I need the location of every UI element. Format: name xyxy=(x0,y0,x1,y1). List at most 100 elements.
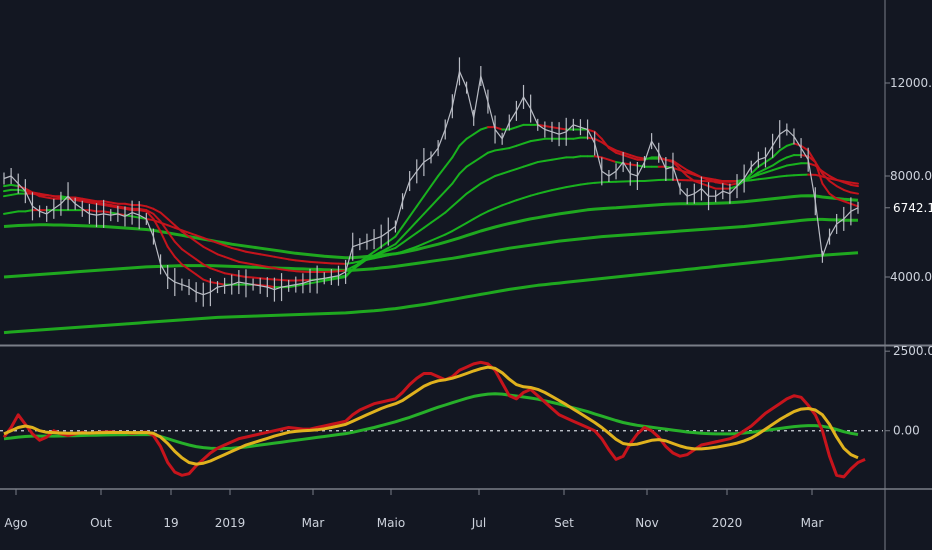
ribbon-ma-2-segment xyxy=(74,197,84,201)
ribbon-ma-2-segment xyxy=(657,157,667,161)
ribbon-ma-2-segment xyxy=(529,138,539,143)
ribbon-ma-2-segment xyxy=(59,196,70,200)
ribbon-ma-1-segment xyxy=(444,156,454,168)
ribbon-ma-3-segment xyxy=(821,170,831,177)
ribbon-ma-4-segment xyxy=(750,178,760,182)
ribbon-ma-2-segment xyxy=(828,180,838,188)
ribbon-ma-4-segment xyxy=(494,204,504,210)
ribbon-ma-1-segment xyxy=(607,147,618,154)
ribbon-ma-4-segment xyxy=(501,201,511,207)
oscillator-pane[interactable] xyxy=(0,360,883,479)
time-axis-tick-label: 2019 xyxy=(215,516,246,530)
ribbon-ma-1-segment xyxy=(472,128,482,136)
ribbon-ma-2-segment xyxy=(195,258,205,266)
ribbon-ma-2-segment xyxy=(259,277,269,281)
ribbon-ma-1-segment xyxy=(515,123,525,129)
time-axis-tick-label: 19 xyxy=(163,516,178,530)
ribbon-ma-1-segment xyxy=(330,277,340,281)
ribbon-ma-4-segment xyxy=(550,187,561,192)
ribbon-ma-4-segment xyxy=(252,252,262,256)
ribbon-ma-3-segment xyxy=(686,171,696,176)
ribbon-ma-2-segment xyxy=(166,230,176,243)
ribbon-ma-2-segment xyxy=(24,190,34,194)
oscillator-slow-line xyxy=(3,392,859,450)
time-axis-tick-label: Mar xyxy=(801,516,824,530)
ribbon-ma-4-segment xyxy=(558,186,568,190)
ribbon-ma-4-segment xyxy=(358,258,368,263)
ribbon-ma-4-segment xyxy=(415,242,425,248)
ribbon-ma-1-segment xyxy=(294,283,304,287)
ribbon-ma-3-segment xyxy=(785,163,795,167)
ribbon-ma-3-segment xyxy=(607,158,618,164)
ribbon-ma-1-segment xyxy=(401,215,411,228)
ribbon-ma-4-segment xyxy=(650,179,660,182)
ribbon-ma-4-segment xyxy=(223,244,233,249)
ribbon-ma-2-segment xyxy=(3,188,13,193)
ribbon-ma-2-segment xyxy=(593,137,603,144)
ribbon-ma-2-segment xyxy=(109,204,119,208)
ribbon-ma-1-segment xyxy=(116,206,126,210)
ribbon-ma-3-segment xyxy=(294,270,304,273)
time-axis-tick-label: Out xyxy=(90,516,112,530)
ribbon-ma-4-segment xyxy=(565,184,575,189)
ribbon-ma-2-segment xyxy=(800,154,810,158)
ribbon-ma-1-segment xyxy=(166,245,176,258)
ribbon-ma-2-segment xyxy=(244,276,255,279)
ribbon-ma-2-segment xyxy=(351,263,361,271)
ribbon-ma-2-segment xyxy=(188,253,198,261)
ribbon-ma-1-segment xyxy=(38,195,48,199)
ribbon-ma-2-segment xyxy=(102,202,112,207)
ribbon-ma-4-segment xyxy=(693,179,703,183)
price-axis-tick-label: 12000.00 xyxy=(890,76,932,90)
ribbon-ma-4-segment xyxy=(323,261,333,265)
ribbon-ma-4-segment xyxy=(380,254,390,258)
ribbon-ma-3-segment xyxy=(401,236,411,244)
ribbon-ma-2-segment xyxy=(17,188,27,193)
ribbon-ma-3-segment xyxy=(415,226,425,234)
ribbon-ma-3-segment xyxy=(536,159,546,164)
ribbon-ma-4-segment xyxy=(430,236,440,242)
ribbon-ma-1-segment xyxy=(95,202,105,207)
ribbon-ma-3-segment xyxy=(764,169,774,174)
ribbon-ma-1-segment xyxy=(123,207,134,212)
ribbon-ma-3-segment xyxy=(600,156,610,161)
ribbon-ma-2-segment xyxy=(636,156,646,160)
ribbon-ma-2-segment xyxy=(785,154,795,159)
ribbon-ma-4-segment xyxy=(778,174,788,178)
ribbon-ma-1-segment xyxy=(543,125,553,129)
ribbon-ma-2-segment xyxy=(230,273,240,277)
ribbon-ma-4-segment xyxy=(522,194,532,199)
ribbon-ma-1-segment xyxy=(671,161,682,171)
ribbon-ma-3-segment xyxy=(230,258,240,263)
ribbon-ma-2-segment xyxy=(344,268,354,277)
ribbon-ma-1-segment xyxy=(750,165,760,175)
ribbon-ma-1-segment xyxy=(550,126,561,130)
ribbon-ma-3-segment xyxy=(394,241,404,249)
ribbon-ma-3-segment xyxy=(849,183,859,188)
ribbon-ma-4-segment xyxy=(842,180,852,184)
ribbon-ma-2-segment xyxy=(536,137,546,141)
ribbon-ma-3-segment xyxy=(636,164,646,168)
ribbon-ma-2-segment xyxy=(522,140,532,145)
ribbon-ma-2-segment xyxy=(444,182,454,193)
ribbon-ma-2-segment xyxy=(138,207,148,212)
ribbon-ma-2-segment xyxy=(451,172,461,185)
ribbon-ma-3-segment xyxy=(373,252,383,258)
ribbon-ma-4-segment xyxy=(401,248,411,253)
ribbon-ma-1-segment xyxy=(558,127,568,131)
ribbon-ma-1-segment xyxy=(301,282,312,286)
ribbon-ma-4-segment xyxy=(237,248,247,253)
ribbon-ma-3-segment xyxy=(123,202,134,207)
ribbon-ma-4-segment xyxy=(244,250,255,255)
ribbon-ma-2-segment xyxy=(88,200,98,204)
ribbon-ma-4-segment xyxy=(24,209,34,213)
ribbon-ma-3-segment xyxy=(3,193,13,198)
ribbon-ma-3-segment xyxy=(792,162,803,166)
ribbon-ma-2-segment xyxy=(757,168,767,174)
price-pane[interactable] xyxy=(3,57,859,335)
ribbon-ma-3-segment xyxy=(750,173,760,179)
ribbon-ma-3-segment xyxy=(81,197,91,201)
ribbon-ma-4-segment xyxy=(835,179,845,183)
ribbon-ma-1-segment xyxy=(323,278,333,282)
